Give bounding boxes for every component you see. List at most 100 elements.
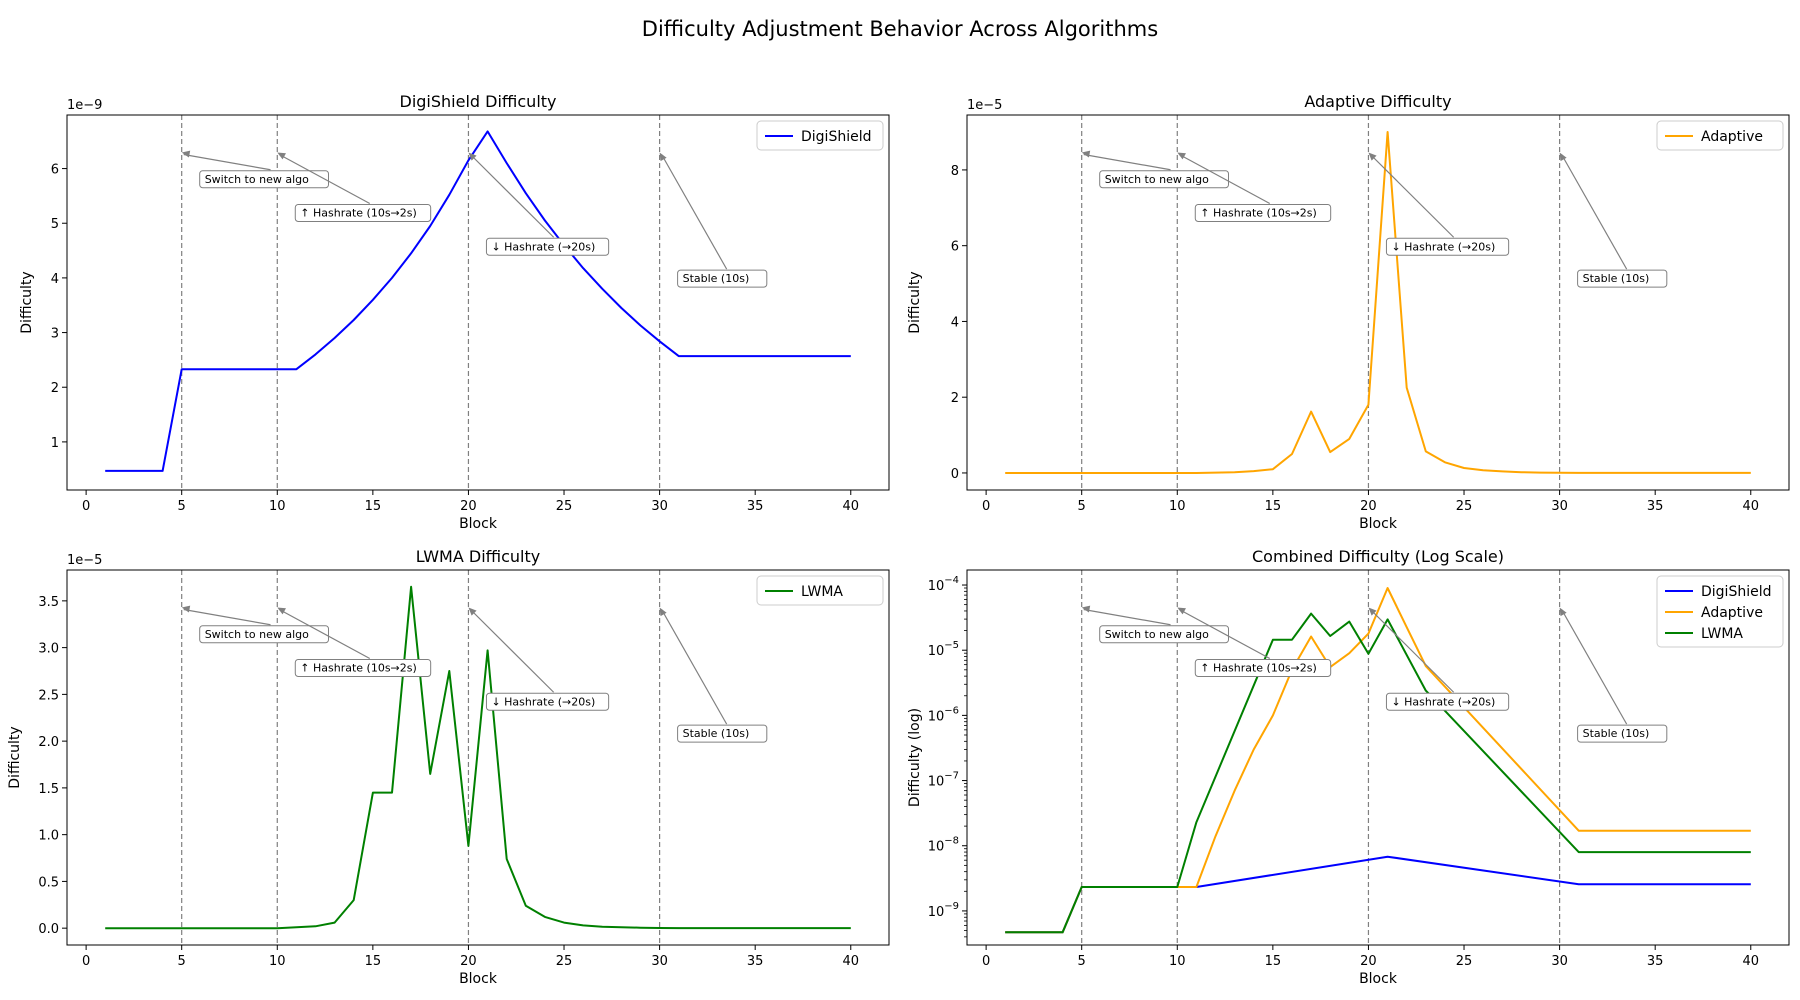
series-line-lwma xyxy=(105,585,851,930)
annotation-box xyxy=(1194,659,1332,677)
annotation-box xyxy=(1577,724,1668,743)
annotation-arrowhead xyxy=(1559,152,1567,162)
y-offset-text: 1e−5 xyxy=(67,553,102,568)
x-tick-label: 35 xyxy=(1647,499,1664,514)
annotation-box xyxy=(294,659,432,677)
annotation: Switch to new algo xyxy=(1081,605,1229,644)
annotation-box xyxy=(1099,170,1229,189)
y-tick-label: 2 xyxy=(951,391,959,406)
annotation: ↑ Hashrate (10s→2s) xyxy=(1177,152,1332,222)
x-tick-label: 20 xyxy=(1360,499,1377,514)
y-tick-label: 0.0 xyxy=(38,922,59,937)
y-tick-label: 1 xyxy=(51,436,59,451)
x-tick-label: 35 xyxy=(1647,954,1664,969)
annotation-label: Switch to new algo xyxy=(205,628,309,641)
x-tick-label: 10 xyxy=(269,499,286,514)
series-line-digishield xyxy=(1005,855,1751,934)
x-tick-label: 15 xyxy=(1265,499,1282,514)
annotation-arrowhead xyxy=(1177,607,1186,615)
annotation-arrowhead xyxy=(1081,605,1091,613)
annotation-arrowhead xyxy=(181,605,191,613)
annotation-arrow xyxy=(1083,608,1171,626)
subplot-title: DigiShield Difficulty xyxy=(400,92,557,111)
annotation-box xyxy=(1194,204,1332,222)
y-tick-label: 2.5 xyxy=(38,688,59,703)
subplot-title: Combined Difficulty (Log Scale) xyxy=(1252,547,1504,566)
annotation-arrowhead xyxy=(659,152,667,162)
annotation: ↓ Hashrate (→20s) xyxy=(468,152,610,256)
annotation-arrowhead xyxy=(277,607,286,615)
y-tick-label: 6 xyxy=(51,163,59,178)
annotation-arrow xyxy=(183,153,271,171)
y-tick-label: 10−9 xyxy=(928,901,959,920)
annotation-arrow xyxy=(661,154,728,270)
annotation: ↓ Hashrate (→20s) xyxy=(468,607,610,711)
annotation-arrowhead xyxy=(659,607,667,617)
x-tick-label: 40 xyxy=(842,954,859,969)
series-group xyxy=(105,130,851,472)
y-axis-label: Difficulty xyxy=(19,271,35,333)
legend-label: DigiShield xyxy=(1701,584,1772,600)
axes-frame xyxy=(66,569,890,946)
axes-frame xyxy=(66,114,890,491)
annotation-arrow xyxy=(1561,154,1628,270)
annotation: ↑ Hashrate (10s→2s) xyxy=(277,152,432,222)
x-tick-label: 25 xyxy=(1456,954,1473,969)
annotation: Switch to new algo xyxy=(181,150,329,189)
subplot-3: LWMA Difficulty 0 5 10 15 20 25 30 35 40 0.0 0.5 1.0… xyxy=(7,547,890,987)
annotation-label: ↑ Hashrate (10s→2s) xyxy=(300,207,417,220)
series-group xyxy=(1005,131,1751,474)
annotation-label: Stable (10s) xyxy=(1583,272,1650,285)
subplot-title: Adaptive Difficulty xyxy=(1304,92,1451,111)
x-tick-label: 5 xyxy=(1078,499,1086,514)
annotation-label: ↑ Hashrate (10s→2s) xyxy=(1200,207,1317,220)
y-tick-label: 1.5 xyxy=(38,782,59,797)
x-tick-label: 30 xyxy=(651,499,668,514)
y-tick-label: 3.0 xyxy=(38,642,59,657)
annotation-box xyxy=(485,692,610,711)
annotation: Switch to new algo xyxy=(181,605,329,644)
legend-box xyxy=(1656,575,1784,648)
annotation: Stable (10s) xyxy=(1559,607,1668,743)
annotation-label: Stable (10s) xyxy=(1583,727,1650,740)
annotation-label: ↓ Hashrate (→20s) xyxy=(1391,240,1495,253)
annotation-arrow xyxy=(1178,153,1271,205)
legend-label: DigiShield xyxy=(801,129,872,145)
y-tick-label: 6 xyxy=(951,240,959,255)
y-tick-label: 3 xyxy=(51,327,59,342)
x-tick-label: 30 xyxy=(1551,499,1568,514)
annotation-box xyxy=(677,269,768,288)
y-tick-label: 4 xyxy=(951,315,959,330)
x-tick-label: 0 xyxy=(982,499,990,514)
annotation-arrowhead xyxy=(1559,607,1567,617)
annotation-box xyxy=(1577,269,1668,288)
y-tick-label: 1.0 xyxy=(38,829,59,844)
annotation-label: ↑ Hashrate (10s→2s) xyxy=(300,662,417,675)
annotation: Stable (10s) xyxy=(659,152,768,288)
y-offset-text: 1e−9 xyxy=(67,98,102,113)
y-tick-label: 2.0 xyxy=(38,735,59,750)
legend: DigiShield xyxy=(756,120,884,151)
y-tick-label: 3.5 xyxy=(38,595,59,610)
legend: Adaptive xyxy=(1656,120,1784,151)
y-tick-label: 5 xyxy=(51,217,59,232)
subplot-4: Combined Difficulty (Log Scale) 0 5 10 15 20 2… xyxy=(907,547,1790,987)
annotation-box xyxy=(294,204,432,222)
annotation-box xyxy=(1385,692,1510,711)
annotation-label: Stable (10s) xyxy=(683,727,750,740)
x-tick-label: 5 xyxy=(178,954,186,969)
series-group xyxy=(105,585,851,930)
x-axis-label: Block xyxy=(459,516,498,532)
x-axis-label: Block xyxy=(459,971,498,987)
x-tick-label: 10 xyxy=(269,954,286,969)
legend-label: LWMA xyxy=(801,584,843,600)
legend-label: Adaptive xyxy=(1701,129,1763,145)
x-tick-label: 30 xyxy=(1551,954,1568,969)
y-tick-label: 10−4 xyxy=(928,575,959,594)
x-tick-label: 20 xyxy=(1360,954,1377,969)
annotation-arrowhead xyxy=(468,152,477,161)
figure-title: Difficulty Adjustment Behavior Across Al… xyxy=(642,17,1158,41)
annotation: ↑ Hashrate (10s→2s) xyxy=(277,607,432,677)
